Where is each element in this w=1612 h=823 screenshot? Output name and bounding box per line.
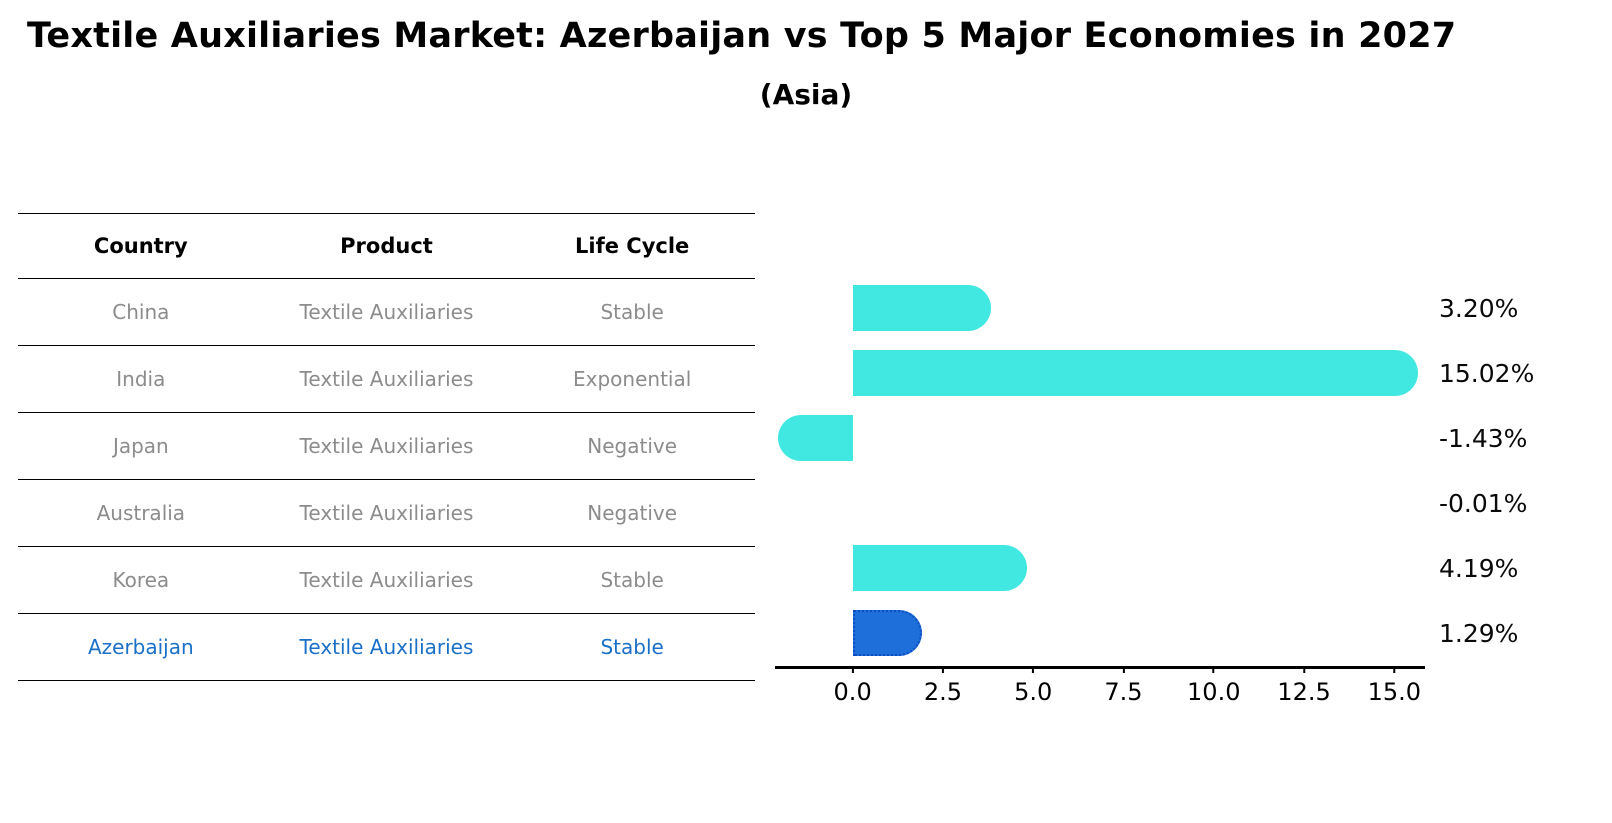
page-subtitle: (Asia) (759, 78, 853, 111)
cell-product: Textile Auxiliaries (263, 345, 510, 413)
bar-row-australia (775, 471, 1425, 536)
bar-row-korea (775, 536, 1425, 601)
cell-lifecycle: Stable (509, 546, 755, 614)
x-axis: 0.0 2.5 5.0 7.5 10.0 12.5 15.0 (775, 666, 1425, 712)
value-label-australia: -0.01% (1439, 489, 1528, 518)
col-header-country: Country (18, 213, 264, 279)
value-label-india: 15.02% (1439, 359, 1535, 388)
bar-chart-section: 0.0 2.5 5.0 7.5 10.0 12.5 15.0 3.20% 15.… (775, 213, 1609, 706)
table-row-australia: Australia Textile Auxiliaries Negative (18, 479, 755, 547)
country-table-section: Country Product Life Cycle China Textile… (18, 213, 755, 681)
cell-lifecycle: Exponential (509, 345, 755, 413)
x-tick-label: 12.5 (1277, 666, 1330, 706)
cell-lifecycle: Negative (509, 479, 755, 547)
table-header: Country Product Life Cycle (18, 213, 755, 279)
value-label-azerbaijan: 1.29% (1439, 619, 1519, 648)
col-header-product: Product (263, 213, 510, 279)
col-header-lifecycle: Life Cycle (509, 213, 755, 279)
value-label-korea: 4.19% (1439, 554, 1519, 583)
cell-product: Textile Auxiliaries (263, 613, 510, 681)
cell-product: Textile Auxiliaries (263, 546, 510, 614)
cell-country: Japan (18, 412, 264, 480)
cell-country: India (18, 345, 264, 413)
table-header-row: Country Product Life Cycle (18, 213, 755, 279)
content-area: Country Product Life Cycle China Textile… (0, 213, 1612, 706)
value-labels: 3.20% 15.02% -1.43% -0.01% 4.19% 1.29% (1439, 276, 1609, 681)
bar-india (852, 350, 1418, 396)
chart-page: Textile Auxiliaries Market: Azerbaijan v… (0, 16, 1612, 823)
x-tick-label: 10.0 (1187, 666, 1240, 706)
cell-country: Australia (18, 479, 264, 547)
cell-product: Textile Auxiliaries (263, 278, 510, 346)
value-label-japan: -1.43% (1439, 424, 1528, 453)
bar-china (852, 285, 992, 331)
x-tick-label: 2.5 (924, 666, 962, 706)
table-row-india: India Textile Auxiliaries Exponential (18, 345, 755, 413)
table-body: China Textile Auxiliaries Stable India T… (18, 278, 755, 681)
x-tick-label: 15.0 (1368, 666, 1421, 706)
cell-lifecycle: Negative (509, 412, 755, 480)
table-row-korea: Korea Textile Auxiliaries Stable (18, 546, 755, 614)
bar-row-china (775, 276, 1425, 341)
cell-lifecycle: Stable (509, 613, 755, 681)
table-row-china: China Textile Auxiliaries Stable (18, 278, 755, 346)
cell-country: Korea (18, 546, 264, 614)
table-row-japan: Japan Textile Auxiliaries Negative (18, 412, 755, 480)
cell-country: Azerbaijan (18, 613, 264, 681)
table-row-azerbaijan: Azerbaijan Textile Auxiliaries Stable (18, 613, 755, 681)
plot-area: 0.0 2.5 5.0 7.5 10.0 12.5 15.0 (775, 276, 1425, 706)
bar-japan (778, 415, 853, 461)
x-tick-label: 7.5 (1104, 666, 1142, 706)
cell-lifecycle: Stable (509, 278, 755, 346)
page-title: Textile Auxiliaries Market: Azerbaijan v… (27, 16, 1457, 56)
bar-row-azerbaijan (775, 601, 1425, 666)
x-tick-label: 5.0 (1014, 666, 1052, 706)
country-table: Country Product Life Cycle China Textile… (18, 213, 755, 681)
bar-azerbaijan (852, 610, 923, 656)
bar-row-india (775, 341, 1425, 406)
bar-korea (852, 545, 1027, 591)
cell-product: Textile Auxiliaries (263, 479, 510, 547)
x-tick-label: 0.0 (834, 666, 872, 706)
value-label-china: 3.20% (1439, 294, 1519, 323)
cell-product: Textile Auxiliaries (263, 412, 510, 480)
bar-row-japan (775, 406, 1425, 471)
cell-country: China (18, 278, 264, 346)
